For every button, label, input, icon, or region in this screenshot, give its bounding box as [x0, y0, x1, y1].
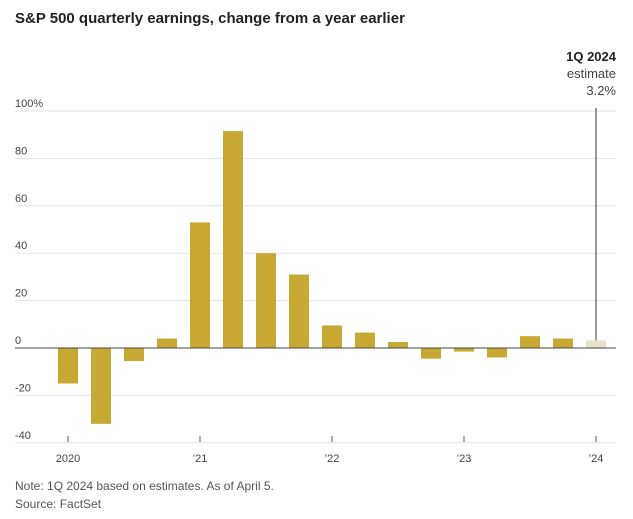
x-tick-label: ’24	[589, 453, 604, 465]
y-tick-label: 40	[15, 240, 27, 252]
bar-4Q-2020	[157, 338, 177, 348]
x-tick-label: ’22	[325, 453, 340, 465]
y-tick-label: 60	[15, 193, 27, 205]
bar-2Q-2020	[91, 348, 111, 424]
bar-1Q-2022	[322, 325, 342, 348]
bar-1Q-2023	[454, 348, 474, 352]
bar-2Q-2023	[487, 348, 507, 358]
y-tick-label: 20	[15, 288, 27, 300]
bar-1Q-2021	[190, 222, 210, 348]
x-tick-label: 2020	[56, 453, 80, 465]
y-tick-label: -20	[15, 382, 31, 394]
annotation-value: 3.2%	[586, 83, 616, 98]
bar-3Q-2023	[520, 336, 540, 348]
bar-estimate-1Q-2024	[586, 340, 606, 348]
y-tick-label: 80	[15, 145, 27, 157]
y-tick-label: -40	[15, 430, 31, 442]
annotation-period: 1Q 2024	[566, 49, 616, 64]
bar-4Q-2022	[421, 348, 441, 359]
x-tick-label: ’21	[193, 453, 208, 465]
bar-2Q-2022	[355, 332, 375, 348]
bar-2Q-2021	[223, 131, 243, 348]
y-tick-label: 0	[15, 335, 21, 347]
estimate-annotation: 1Q 2024 estimate 3.2%	[566, 48, 616, 99]
bar-1Q-2020	[58, 348, 78, 384]
bar-3Q-2021	[256, 253, 276, 348]
bar-4Q-2021	[289, 274, 309, 348]
chart-title: S&P 500 quarterly earnings, change from …	[15, 10, 405, 27]
bar-3Q-2020	[124, 348, 144, 362]
chart-note: Note: 1Q 2024 based on estimates. As of …	[15, 479, 274, 493]
annotation-label: estimate	[566, 66, 616, 81]
bar-3Q-2022	[388, 342, 408, 348]
bar-4Q-2023	[553, 338, 573, 348]
x-tick-label: ’23	[457, 453, 472, 465]
chart-source: Source: FactSet	[15, 497, 102, 511]
y-tick-label: 100%	[15, 98, 43, 110]
